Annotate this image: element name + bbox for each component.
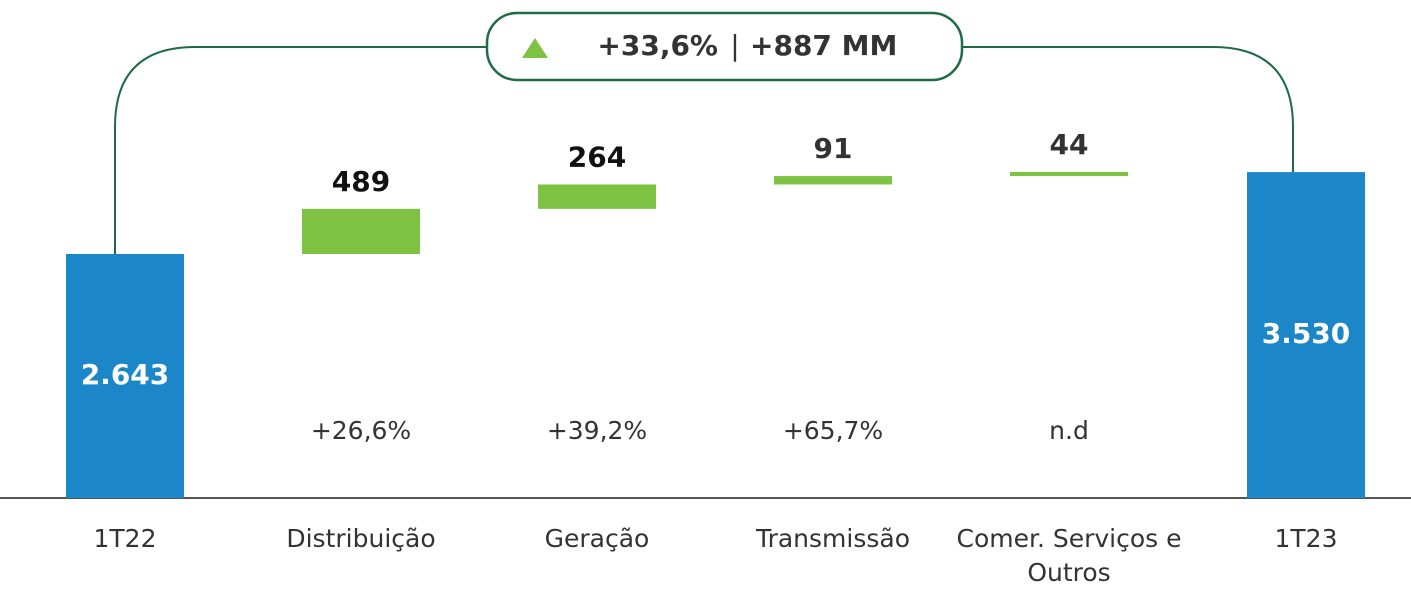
value-label: 2.643 <box>81 358 170 391</box>
up-arrow <box>522 38 548 58</box>
connector-left <box>114 46 487 254</box>
value-label: 264 <box>568 140 626 173</box>
connector-right <box>962 46 1294 173</box>
bar <box>1010 172 1128 177</box>
bar <box>774 176 892 185</box>
x-tick-label: 1T22 <box>93 524 157 553</box>
header-abs: +887 MM <box>750 29 897 62</box>
x-tick-label: Transmissão <box>755 524 911 553</box>
x-tick-label: Geração <box>544 524 650 553</box>
bar <box>302 208 420 254</box>
annotation: +26,6% <box>311 416 411 445</box>
header-separator: | <box>730 29 739 62</box>
bar <box>538 184 656 209</box>
annotation: +39,2% <box>547 416 647 445</box>
x-tick-label: Distribuição <box>286 524 436 553</box>
annotation: +65,7% <box>783 416 883 445</box>
header-pct: +33,6% <box>597 29 718 62</box>
annotation: n.d <box>1049 416 1089 445</box>
value-label: 91 <box>814 132 853 165</box>
x-tick-label: 1T23 <box>1274 524 1338 553</box>
bar <box>66 253 184 498</box>
value-label: 3.530 <box>1262 317 1351 350</box>
value-label: 489 <box>332 165 390 198</box>
value-label: 44 <box>1050 128 1089 161</box>
bar <box>1247 172 1365 498</box>
x-tick-label: Comer. Serviços e Outros <box>956 524 1182 587</box>
